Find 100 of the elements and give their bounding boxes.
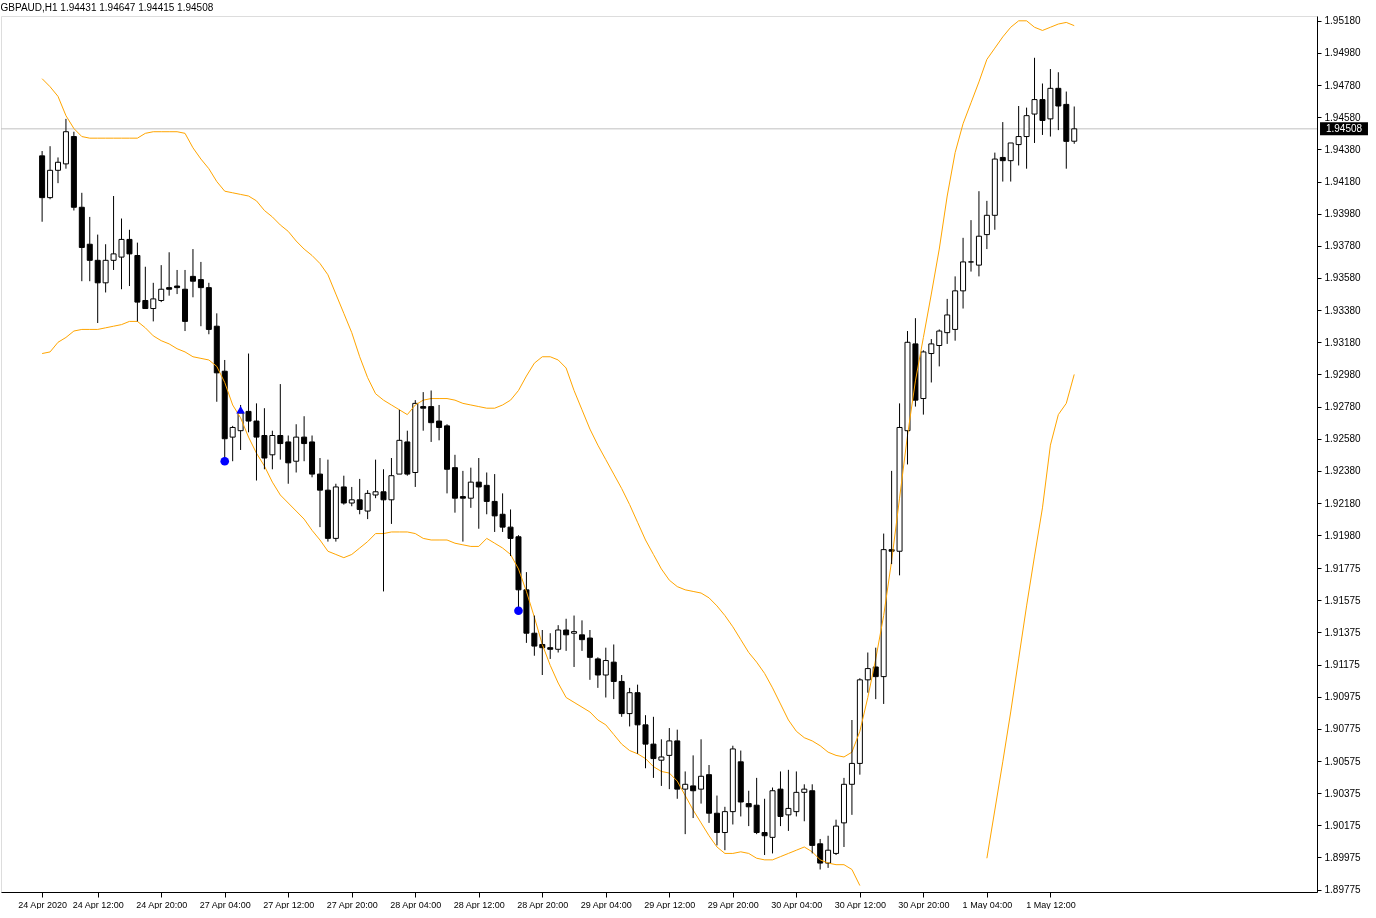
candlestick <box>745 790 752 827</box>
x-tick-label: 29 Apr 20:00 <box>707 899 759 910</box>
candlestick <box>729 745 736 825</box>
candlestick <box>571 615 578 668</box>
candlestick <box>864 652 871 694</box>
candlestick <box>975 190 982 277</box>
y-tick-label: 1.94380 <box>1324 143 1362 155</box>
candlestick <box>594 656 601 689</box>
y-tick-label: 1.90175 <box>1324 819 1362 831</box>
x-tick-label: 24 Apr 2020 <box>18 899 67 910</box>
y-tick-label: 1.89975 <box>1324 851 1362 863</box>
candlestick <box>412 399 419 488</box>
point <box>514 606 523 616</box>
candlestick <box>150 282 157 322</box>
y-tick-label: 1.92580 <box>1324 433 1362 445</box>
x-tick-label: 27 Apr 20:00 <box>326 899 378 910</box>
y-tick-label: 1.91980 <box>1324 529 1362 541</box>
candlestick <box>47 145 54 200</box>
x-tick-label: 1 May 12:00 <box>1026 899 1076 910</box>
x-tick-label: 24 Apr 20:00 <box>136 899 188 910</box>
y-tick-label: 1.94780 <box>1324 79 1362 91</box>
candlestick <box>578 619 585 652</box>
candlestick <box>420 391 427 432</box>
y-tick-label: 1.93980 <box>1324 208 1362 220</box>
candlestick <box>428 390 435 443</box>
candlestick <box>666 727 673 790</box>
candlestick <box>340 475 347 506</box>
candlestick <box>197 261 204 327</box>
y-tick-label: 1.90775 <box>1324 723 1362 735</box>
candlestick <box>610 643 617 700</box>
candlestick <box>182 269 189 332</box>
candlestick <box>602 647 609 699</box>
x-tick-label: 30 Apr 12:00 <box>834 899 886 910</box>
candlestick <box>682 770 689 835</box>
y-tick-label: 1.93180 <box>1324 336 1362 348</box>
candlestick <box>86 216 93 282</box>
candlestick <box>999 121 1006 183</box>
candlestick <box>459 470 466 543</box>
candlestick <box>324 459 331 543</box>
y-tick-label: 1.91375 <box>1324 626 1362 638</box>
candlestick <box>348 486 355 507</box>
chart-title: GBPAUD,H1 1.94431 1.94647 1.94415 1.94508 <box>0 1 214 13</box>
candlestick <box>944 298 951 345</box>
candlestick <box>62 118 69 170</box>
candlestick <box>293 423 300 473</box>
candlestick <box>1063 91 1070 170</box>
candlestick <box>166 251 173 297</box>
candlestick <box>848 719 855 816</box>
x-tick-label: 27 Apr 04:00 <box>199 899 251 910</box>
candlestick <box>840 777 847 848</box>
candlestick <box>174 269 181 295</box>
candlestick <box>39 150 46 223</box>
candlestick <box>809 783 816 854</box>
y-tick-label: 1.91175 <box>1324 659 1361 671</box>
y-tick-label: 1.93580 <box>1324 272 1362 284</box>
candlestick <box>213 312 220 403</box>
candlestick <box>451 454 458 514</box>
y-tick-label: 1.92780 <box>1324 401 1362 413</box>
candlestick <box>158 264 165 303</box>
y-tick-label: 1.90375 <box>1324 787 1362 799</box>
candlestick <box>444 423 451 494</box>
candlestick <box>952 275 959 342</box>
candlestick <box>317 457 323 528</box>
candlestick <box>674 729 681 800</box>
candlestick <box>1071 105 1078 145</box>
candlestick <box>706 764 713 824</box>
point <box>236 406 245 414</box>
x-tick-label: 29 Apr 04:00 <box>580 899 632 910</box>
candlestick <box>721 806 728 851</box>
x-tick-label: 24 Apr 12:00 <box>72 899 124 910</box>
candlestick <box>547 632 554 660</box>
y-tick-label: 1.93780 <box>1324 240 1362 252</box>
x-tick-label: 27 Apr 12:00 <box>263 899 315 910</box>
candlestick <box>586 629 593 681</box>
y-tick-label: 1.94180 <box>1324 176 1362 188</box>
y-tick-label: 1.89775 <box>1324 884 1362 896</box>
candlestick <box>833 819 840 856</box>
x-tick-label: 1 May 04:00 <box>962 899 1013 910</box>
candlestick <box>825 835 832 869</box>
candlestick <box>698 738 705 805</box>
y-tick-label: 1.91775 <box>1324 562 1362 574</box>
candlestick <box>936 328 943 367</box>
x-tick-label: 28 Apr 12:00 <box>453 899 505 910</box>
candlestick <box>690 754 697 819</box>
x-tick-label: 30 Apr 20:00 <box>898 899 950 910</box>
candlestick <box>70 131 77 211</box>
candlestick <box>983 200 990 250</box>
candlestick <box>301 415 308 462</box>
y-tick-label: 1.94580 <box>1324 111 1362 123</box>
candlestick <box>205 282 212 335</box>
point <box>220 456 230 466</box>
candlestick <box>737 750 744 817</box>
candlestick <box>78 192 85 282</box>
y-tick-label: 1.91575 <box>1324 594 1362 606</box>
candlestick <box>475 457 482 530</box>
y-tick-label: 1.90575 <box>1324 755 1362 767</box>
y-tick-label: 1.95180 <box>1324 15 1362 27</box>
y-tick-label: 1.93380 <box>1324 304 1362 316</box>
candlestick <box>960 237 967 310</box>
candlestick <box>817 838 824 870</box>
